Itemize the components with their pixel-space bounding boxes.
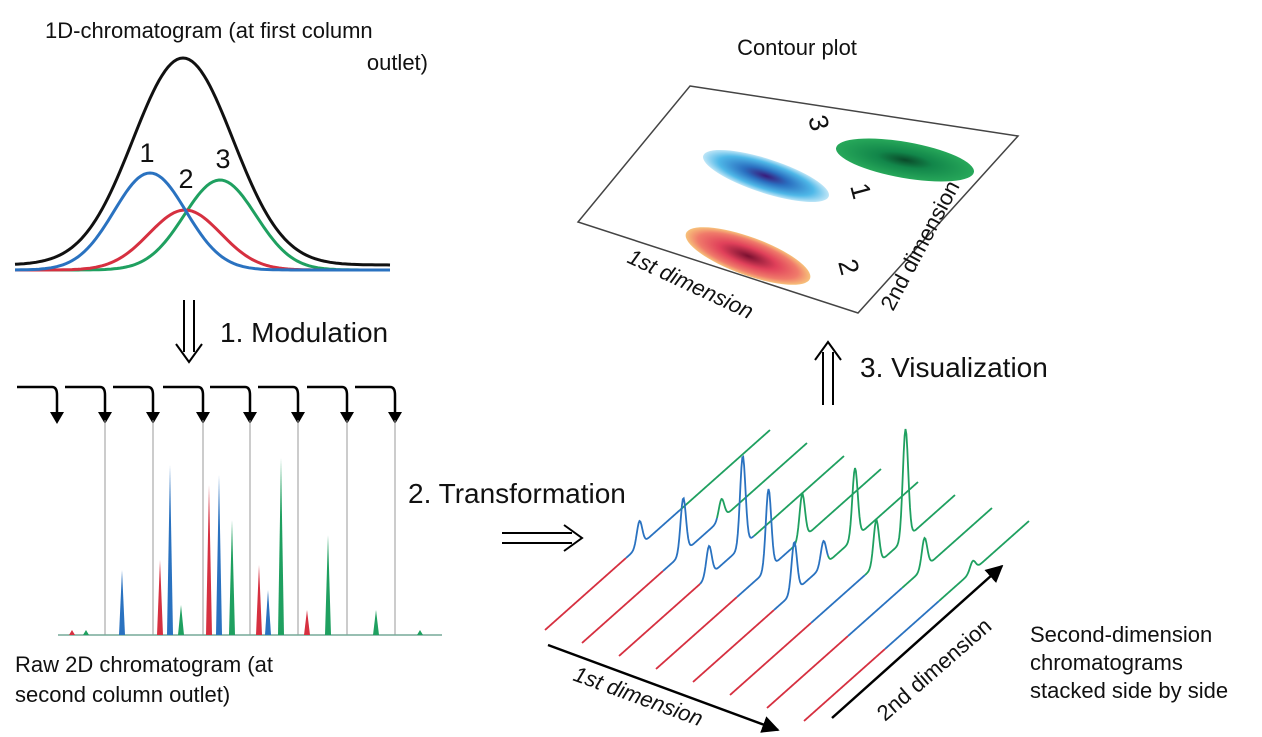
panel-caption: Raw 2D chromatogram (at [15, 652, 273, 677]
modulation-arrow [17, 385, 59, 418]
stack-trace [753, 455, 845, 537]
stack-trace [864, 428, 956, 576]
step-label: 2. Transformation [408, 478, 626, 509]
stack-trace [827, 467, 919, 560]
spike [278, 458, 284, 635]
arrow-head [340, 412, 354, 424]
spike [206, 485, 212, 635]
spike [119, 570, 125, 635]
spike [69, 630, 75, 635]
curve [14, 56, 391, 267]
contour-spot [703, 149, 829, 203]
panel-title: outlet) [367, 50, 428, 75]
modulation-arrows [17, 385, 402, 635]
stack-trace [790, 468, 882, 550]
peak-label: 2 [178, 164, 193, 194]
spike [304, 610, 310, 635]
spike [417, 630, 423, 635]
stack-trace [803, 648, 886, 722]
axis-label: 2nd dimension [872, 613, 996, 726]
stack-trace [699, 454, 755, 585]
modulation-arrow [65, 385, 107, 418]
stack-trace [544, 557, 627, 631]
panel-title: Contour plot [737, 35, 857, 60]
panel-caption: chromatograms [1030, 650, 1183, 675]
spike [256, 565, 262, 635]
double-arrow [502, 524, 584, 552]
modulation-arrow [163, 385, 205, 418]
stack-trace [884, 600, 940, 650]
modulation-arrow [258, 385, 300, 418]
contour-spot [685, 227, 811, 285]
stack-trace [662, 496, 718, 572]
stack-trace [625, 509, 681, 559]
stacked-chromatograms [544, 428, 1030, 722]
spike [229, 520, 235, 635]
stack-trace [938, 520, 1030, 602]
curve [15, 178, 390, 272]
panel-caption: second column outlet) [15, 682, 230, 707]
modulation-arrow [355, 385, 397, 418]
stack-trace [716, 442, 808, 519]
stack-trace [766, 635, 849, 709]
spot-label: 2 [832, 256, 865, 278]
spike [83, 630, 89, 635]
arrow-head [196, 412, 210, 424]
arrow-head [388, 412, 402, 424]
stack-trace [847, 587, 903, 637]
arrow-head [50, 412, 64, 424]
contour-spot [835, 138, 975, 182]
arrow-head [98, 412, 112, 424]
arrow-head [291, 412, 305, 424]
spot-label: 3 [802, 112, 835, 134]
spike [157, 560, 163, 635]
panel-caption: Second-dimension [1030, 622, 1212, 647]
modulation-arrow [113, 385, 155, 418]
axis-arrow [831, 564, 1004, 719]
modulation-arrow [307, 385, 349, 418]
stack-trace [773, 539, 829, 611]
stack-trace [655, 596, 738, 670]
spike [325, 535, 331, 635]
peak-label: 3 [215, 144, 230, 174]
double-arrow [175, 300, 203, 364]
spot-label: 1 [844, 180, 877, 202]
stack-trace [692, 609, 775, 683]
curve [15, 171, 390, 272]
stack-trace [618, 583, 701, 657]
stack-trace [901, 507, 993, 589]
arrow-head [243, 412, 257, 424]
double-arrow [814, 340, 842, 405]
modulation-arrow [210, 385, 252, 418]
spike [178, 605, 184, 635]
step-label: 1. Modulation [220, 317, 388, 348]
stack-trace [679, 429, 771, 511]
spike [167, 465, 173, 635]
stack-trace [581, 570, 664, 644]
stack-trace [810, 574, 866, 624]
arrow-head [146, 412, 160, 424]
step-label: 3. Visualization [860, 352, 1048, 383]
panel-caption: stacked side by side [1030, 678, 1228, 703]
raw-chromatogram [58, 458, 442, 636]
chromatogram-curves [14, 56, 391, 272]
spike [265, 590, 271, 635]
peak-label: 1 [139, 138, 154, 168]
spike [373, 610, 379, 635]
axis-arrow [547, 643, 780, 733]
stack-trace [729, 622, 812, 696]
spike [216, 475, 222, 635]
panel-title: 1D-chromatogram (at first column [45, 18, 373, 43]
stack-trace [736, 488, 792, 598]
